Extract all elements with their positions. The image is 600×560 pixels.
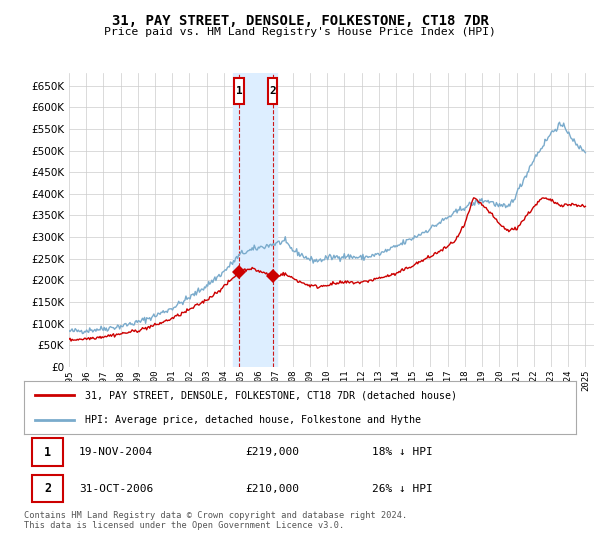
Text: 26% ↓ HPI: 26% ↓ HPI	[372, 484, 433, 493]
Text: 19-NOV-2004: 19-NOV-2004	[79, 447, 154, 457]
Text: £219,000: £219,000	[245, 447, 299, 457]
Text: 1: 1	[236, 86, 242, 96]
Text: 2: 2	[269, 86, 276, 96]
Text: 18% ↓ HPI: 18% ↓ HPI	[372, 447, 433, 457]
Text: Contains HM Land Registry data © Crown copyright and database right 2024.
This d: Contains HM Land Registry data © Crown c…	[24, 511, 407, 530]
Text: 1: 1	[44, 446, 51, 459]
Text: 2: 2	[44, 482, 51, 495]
FancyBboxPatch shape	[234, 78, 244, 104]
Text: Price paid vs. HM Land Registry's House Price Index (HPI): Price paid vs. HM Land Registry's House …	[104, 27, 496, 37]
Text: £210,000: £210,000	[245, 484, 299, 493]
Text: 31, PAY STREET, DENSOLE, FOLKESTONE, CT18 7DR: 31, PAY STREET, DENSOLE, FOLKESTONE, CT1…	[112, 14, 488, 28]
Text: 31-OCT-2006: 31-OCT-2006	[79, 484, 154, 493]
FancyBboxPatch shape	[32, 438, 62, 466]
FancyBboxPatch shape	[32, 475, 62, 502]
Text: HPI: Average price, detached house, Folkestone and Hythe: HPI: Average price, detached house, Folk…	[85, 414, 421, 424]
FancyBboxPatch shape	[268, 78, 277, 104]
Text: 31, PAY STREET, DENSOLE, FOLKESTONE, CT18 7DR (detached house): 31, PAY STREET, DENSOLE, FOLKESTONE, CT1…	[85, 390, 457, 400]
Bar	[233, 73, 277, 367]
